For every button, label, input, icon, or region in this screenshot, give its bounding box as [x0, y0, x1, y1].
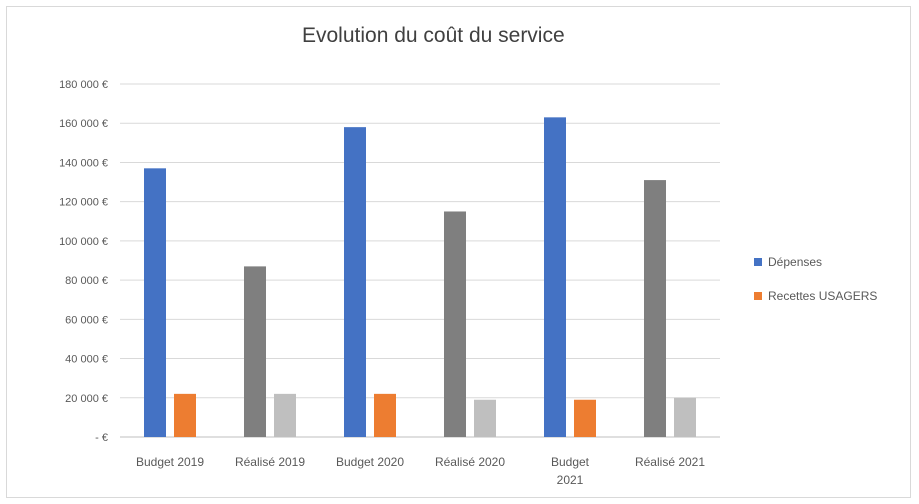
bar-recettes [574, 399, 596, 437]
chart-title: Evolution du coût du service [302, 24, 565, 47]
y-tick-label: 60 000 € [65, 314, 108, 326]
x-tick-label: Budget 2020 [336, 455, 404, 469]
x-tick-label: Réalisé 2019 [235, 455, 305, 469]
x-tick-label: Budget 2019 [136, 455, 204, 469]
bar-depenses [344, 127, 366, 438]
bar-depenses [244, 266, 266, 437]
y-tick-label: 120 000 € [59, 197, 108, 209]
legend-label: Recettes USAGERS [768, 289, 877, 303]
legend-swatch [754, 292, 762, 300]
bar-depenses [544, 117, 566, 437]
y-tick-label: 20 000 € [65, 393, 108, 405]
y-tick-label: 140 000 € [59, 157, 108, 169]
bar-recettes [674, 397, 696, 437]
bar-depenses [144, 168, 166, 438]
bar-depenses [644, 180, 666, 437]
legend-label: Dépenses [768, 255, 822, 269]
bar-recettes [374, 393, 396, 437]
y-tick-label: 180 000 € [59, 79, 108, 91]
x-tick-label: Réalisé 2020 [435, 455, 505, 469]
bar-recettes [274, 393, 296, 437]
y-tick-label: 160 000 € [59, 118, 108, 130]
x-tick-label: Budget [551, 455, 590, 469]
bar-recettes [474, 399, 496, 437]
y-tick-label: 80 000 € [65, 275, 108, 287]
y-tick-label: 100 000 € [59, 236, 108, 248]
y-tick-label: 40 000 € [65, 354, 108, 366]
y-tick-label: - € [95, 432, 108, 444]
legend-swatch [754, 258, 762, 266]
bar-recettes [174, 393, 196, 437]
x-tick-label: 2021 [557, 473, 584, 487]
bar-depenses [444, 211, 466, 437]
x-tick-label: Réalisé 2021 [635, 455, 705, 469]
